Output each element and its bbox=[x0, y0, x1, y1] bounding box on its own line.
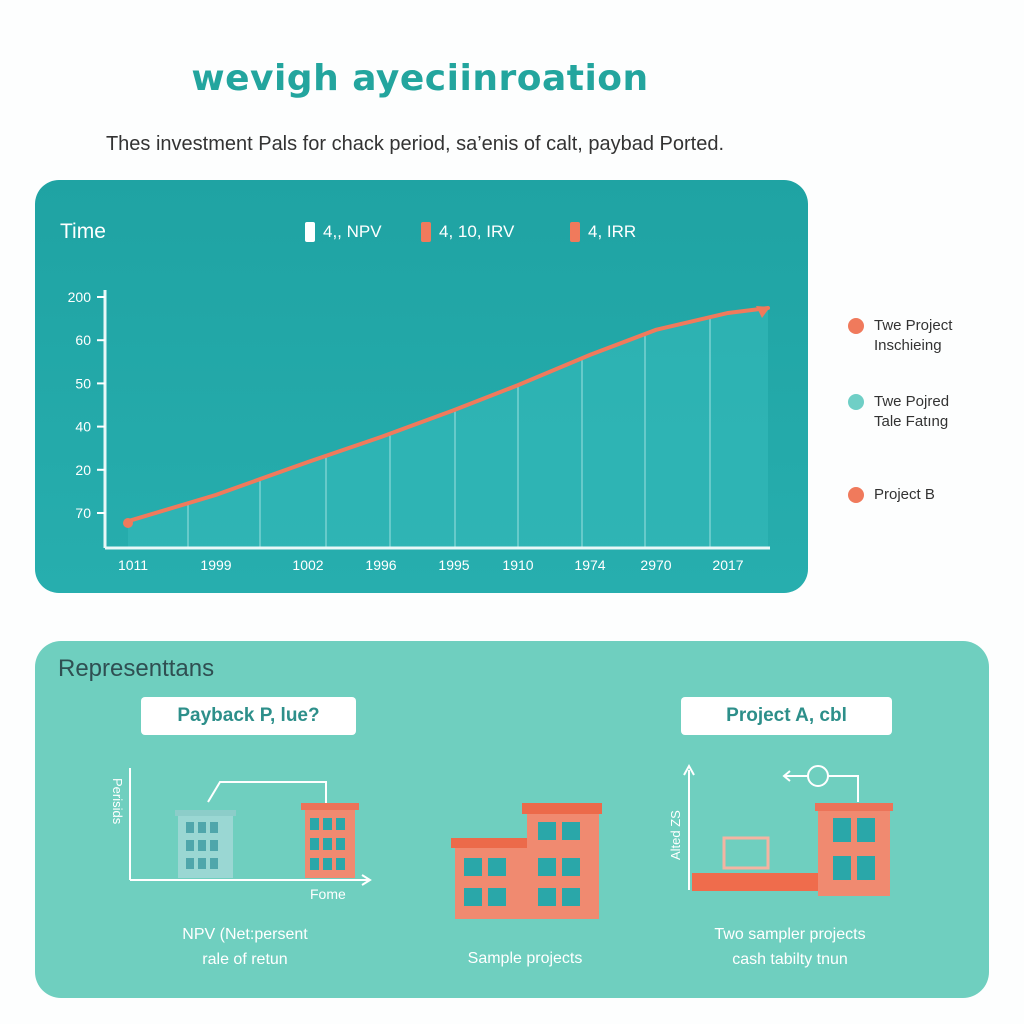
legend-swatch bbox=[421, 222, 431, 242]
window-icons bbox=[186, 818, 875, 906]
x-tick-label: 1002 bbox=[292, 557, 323, 573]
legend-label: 4,, NPV bbox=[323, 222, 382, 241]
left-y-axis-label: Perisids bbox=[110, 778, 125, 825]
window-icon bbox=[488, 858, 506, 876]
window-icon bbox=[336, 838, 345, 850]
legend-dot-icon bbox=[848, 487, 864, 503]
window-icon bbox=[323, 838, 332, 850]
caption-line: NPV (Net:persent bbox=[182, 926, 308, 943]
legend-text: Inschieing bbox=[874, 337, 942, 354]
area-fill bbox=[128, 308, 768, 548]
y-tick-label: 20 bbox=[75, 462, 91, 478]
y-tick-label: 70 bbox=[75, 505, 91, 521]
x-tick-label: 1011 bbox=[118, 557, 148, 573]
window-icon bbox=[198, 822, 206, 833]
window-icon bbox=[210, 822, 218, 833]
window-icon bbox=[186, 840, 194, 851]
window-icon bbox=[336, 818, 345, 830]
window-icon bbox=[310, 838, 319, 850]
window-icon bbox=[464, 888, 482, 906]
legend-dot-icon bbox=[848, 318, 864, 334]
legend-dot-icon bbox=[848, 394, 864, 410]
legend-item-irr: 4, IRR bbox=[570, 222, 636, 242]
y-tick-label: 40 bbox=[75, 419, 91, 435]
window-icon bbox=[210, 840, 218, 851]
legend-text: Twe Pojred bbox=[874, 393, 950, 410]
window-icon bbox=[562, 888, 580, 906]
legend-item-irv: 4, 10, IRV bbox=[421, 222, 514, 242]
series-line bbox=[126, 306, 770, 524]
caption-mid: Sample projects bbox=[467, 950, 583, 967]
caption-right: Two sampler projects cash tabilty tnun bbox=[680, 922, 900, 972]
y-tick-label: 200 bbox=[68, 289, 92, 305]
building-icon bbox=[815, 803, 893, 896]
section-heading: Representtans bbox=[58, 655, 215, 682]
y-tick-label: 60 bbox=[75, 332, 91, 348]
window-icon bbox=[186, 858, 194, 869]
payback-pill: Payback P, lue? bbox=[141, 697, 356, 735]
window-icon bbox=[488, 888, 506, 906]
side-legend-item: Project B bbox=[848, 485, 935, 505]
legend-label: 4, 10, IRV bbox=[439, 222, 515, 241]
y-tick-label: 50 bbox=[75, 375, 91, 391]
window-icon bbox=[833, 856, 851, 880]
window-icon bbox=[186, 822, 194, 833]
payback-illustration bbox=[129, 768, 372, 886]
x-tick-label: 2017 bbox=[712, 557, 743, 573]
caption-line: rale of retun bbox=[202, 951, 288, 968]
x-tick-label: 1995 bbox=[438, 557, 469, 573]
window-icon bbox=[538, 888, 556, 906]
legend-swatch bbox=[305, 222, 315, 242]
window-icon bbox=[464, 858, 482, 876]
side-legend-item: Twe Pojred Tale Fatıng bbox=[848, 392, 949, 432]
legend-item-npv: 4,, NPV bbox=[305, 222, 382, 242]
window-icon bbox=[857, 856, 875, 880]
window-icon bbox=[857, 818, 875, 842]
window-icon bbox=[336, 858, 345, 870]
x-tick-label: 1910 bbox=[502, 557, 533, 573]
project-a-illustration bbox=[683, 763, 893, 896]
legend-text: Tale Fatıng bbox=[874, 413, 949, 430]
legend-swatch bbox=[570, 222, 580, 242]
page-subtitle: Thes investment Pals for chack period, s… bbox=[105, 133, 725, 155]
window-icon bbox=[198, 858, 206, 869]
x-tick-label: 2970 bbox=[640, 557, 671, 573]
x-tick-label: 1999 bbox=[200, 557, 231, 573]
window-icon bbox=[198, 840, 206, 851]
window-icon bbox=[562, 822, 580, 840]
window-icon bbox=[562, 858, 580, 876]
y-axis-title: Time bbox=[60, 220, 106, 243]
window-icon bbox=[310, 818, 319, 830]
left-x-axis-label: Fome bbox=[310, 886, 346, 902]
window-icon bbox=[538, 858, 556, 876]
right-y-axis-label: Alted ZS bbox=[668, 810, 683, 860]
data-point bbox=[123, 518, 133, 528]
legend-label: 4, IRR bbox=[588, 222, 637, 241]
legend-text: Project B bbox=[874, 486, 935, 503]
caption-left: NPV (Net:persent rale of retun bbox=[140, 922, 350, 972]
page-title: wevigh ayeciinroation bbox=[191, 58, 649, 99]
legend-text: Twe Project bbox=[874, 317, 953, 334]
caption-line: Two sampler projects bbox=[714, 926, 866, 943]
window-icon bbox=[833, 818, 851, 842]
window-icon bbox=[323, 818, 332, 830]
window-icon bbox=[323, 858, 332, 870]
window-icon bbox=[538, 822, 556, 840]
caption-line: cash tabilty tnun bbox=[732, 951, 848, 968]
window-icon bbox=[310, 858, 319, 870]
x-tick-label: 1996 bbox=[365, 557, 396, 573]
arrow-head-icon bbox=[756, 306, 770, 318]
line-chart: 70 20 40 50 60 200 1011 1999 1002 1996 1995 1910 197… bbox=[68, 289, 770, 573]
side-legend-item: Twe Project Inschieing bbox=[848, 316, 952, 356]
project-a-pill: Project A, cbl bbox=[681, 697, 892, 735]
window-icon bbox=[210, 858, 218, 869]
x-tick-label: 1974 bbox=[574, 557, 605, 573]
